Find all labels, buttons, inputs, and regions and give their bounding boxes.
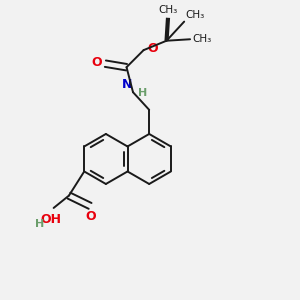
- Text: N: N: [122, 78, 132, 91]
- Text: O: O: [86, 210, 96, 223]
- Text: CH₃: CH₃: [192, 34, 212, 44]
- Text: CH₃: CH₃: [158, 5, 178, 15]
- Text: H: H: [35, 219, 44, 229]
- Text: O: O: [92, 56, 102, 69]
- Text: H: H: [138, 88, 148, 98]
- Text: CH₃: CH₃: [186, 10, 205, 20]
- Text: OH: OH: [41, 213, 62, 226]
- Text: O: O: [147, 42, 158, 55]
